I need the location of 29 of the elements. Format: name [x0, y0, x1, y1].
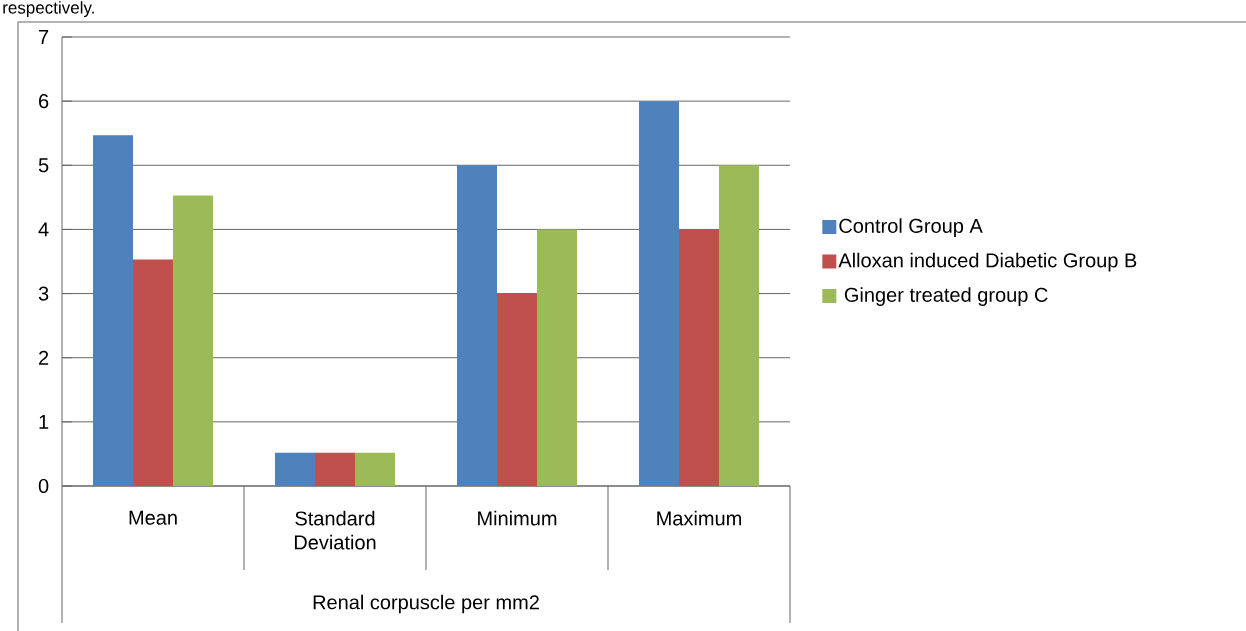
y-tick-label: 3	[38, 286, 49, 301]
x-tick-label: Mean	[129, 510, 177, 525]
bar	[639, 101, 680, 486]
legend-label: Control Group A	[839, 218, 983, 237]
bar	[679, 229, 720, 486]
bar	[275, 452, 316, 486]
x-tick-label: Standard Deviation	[294, 510, 376, 550]
bar	[93, 135, 134, 486]
text: respectively.	[3, 1, 94, 18]
x-axis-title: Renal corpuscle per mm2	[313, 594, 539, 614]
x-tick-label: Minimum	[478, 510, 557, 526]
x-tick-label: Maximum	[657, 510, 742, 526]
y-tick-label: 0	[38, 478, 49, 494]
bar	[355, 452, 396, 486]
y-tick-label: 5	[38, 158, 49, 173]
y-tick-label: 1	[39, 414, 49, 429]
bar	[173, 195, 214, 486]
y-tick-label: 2	[39, 350, 49, 365]
bar	[133, 259, 174, 486]
bar	[537, 229, 578, 486]
bar	[457, 165, 498, 486]
y-tick-label: 7	[39, 30, 49, 44]
bar	[497, 293, 538, 486]
y-tick-label: 6	[39, 94, 49, 109]
legend-label: Ginger treated group C	[844, 287, 1048, 306]
legend-label: Alloxan induced Diabetic Group B	[838, 252, 1137, 272]
y-tick-label: 4	[38, 222, 49, 237]
bar	[315, 452, 356, 486]
bar	[719, 165, 760, 486]
